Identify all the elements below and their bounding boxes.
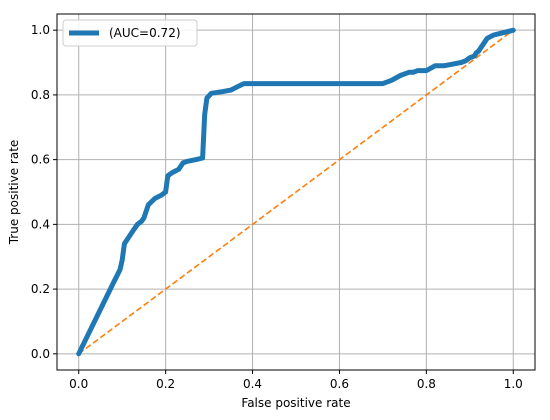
y-tick-label: 0.8 <box>31 88 50 102</box>
axis-ticks: 0.0 0.2 0.4 0.6 0.8 1.0 0.0 0.2 0.4 0.6 0.8 1.0 <box>31 23 523 391</box>
y-tick-label: 0.4 <box>31 217 50 231</box>
x-tick-label: 0.6 <box>330 377 349 391</box>
x-tick-label: 0.0 <box>69 377 88 391</box>
y-tick-label: 0.0 <box>31 347 50 361</box>
roc-curve-line <box>76 27 516 357</box>
plot-frame <box>56 13 536 371</box>
x-tick-label: 1.0 <box>504 377 523 391</box>
x-tick-label: 0.8 <box>417 377 436 391</box>
legend-label: (AUC=0.72) <box>109 26 181 40</box>
y-tick-label: 0.6 <box>31 153 50 167</box>
x-axis-label: False positive rate <box>241 396 350 410</box>
y-tick-label: 0.2 <box>31 282 50 296</box>
legend: (AUC=0.72) <box>62 19 198 47</box>
y-tick-label: 1.0 <box>31 23 50 37</box>
x-tick-label: 0.2 <box>156 377 175 391</box>
chance-diagonal-line <box>78 29 514 355</box>
legend-box <box>62 19 198 47</box>
y-axis-label: True positive rate <box>7 140 21 246</box>
plot-series <box>76 27 516 357</box>
x-tick-label: 0.4 <box>243 377 262 391</box>
